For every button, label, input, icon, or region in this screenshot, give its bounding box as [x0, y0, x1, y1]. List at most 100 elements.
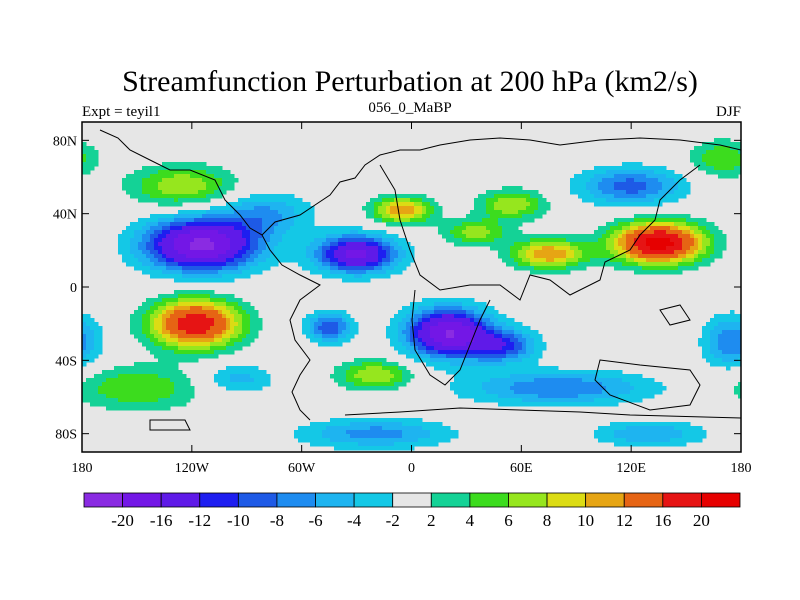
field-cell	[322, 226, 327, 231]
field-cell	[242, 386, 247, 391]
field-cell	[454, 386, 459, 391]
field-cell	[650, 254, 655, 259]
field-cell	[506, 398, 511, 403]
field-cell	[130, 398, 135, 403]
field-cell	[494, 378, 499, 383]
field-cell	[626, 262, 631, 267]
field-cell	[662, 222, 667, 227]
field-cell	[154, 326, 159, 331]
field-cell	[198, 250, 203, 255]
field-cell	[230, 222, 235, 227]
field-cell	[386, 374, 391, 379]
field-cell	[194, 194, 199, 199]
field-cell	[710, 258, 715, 263]
field-cell	[158, 242, 163, 247]
field-cell	[638, 198, 643, 203]
field-cell	[718, 158, 723, 163]
field-cell	[286, 234, 291, 239]
field-cell	[682, 258, 687, 263]
field-cell	[174, 382, 179, 387]
field-cell	[150, 310, 155, 315]
field-cell	[614, 258, 619, 263]
field-cell	[186, 238, 191, 243]
field-cell	[214, 214, 219, 219]
field-cell	[110, 406, 115, 411]
field-cell	[670, 242, 675, 247]
field-cell	[590, 262, 595, 267]
field-cell	[526, 378, 531, 383]
field-cell	[486, 350, 491, 355]
field-cell	[542, 370, 547, 375]
field-cell	[498, 190, 503, 195]
field-cell	[542, 386, 547, 391]
field-cell	[678, 254, 683, 259]
field-cell	[134, 382, 139, 387]
field-cell	[194, 198, 199, 203]
field-cell	[314, 270, 319, 275]
field-cell	[438, 330, 443, 335]
field-cell	[306, 206, 311, 211]
field-cell	[610, 374, 615, 379]
field-cell	[170, 226, 175, 231]
field-cell	[282, 194, 287, 199]
field-cell	[230, 330, 235, 335]
field-cell	[638, 386, 643, 391]
field-cell	[450, 218, 455, 223]
field-cell	[282, 206, 287, 211]
field-cell	[646, 166, 651, 171]
field-cell	[246, 314, 251, 319]
field-cell	[542, 198, 547, 203]
field-cell	[118, 386, 123, 391]
field-cell	[134, 238, 139, 243]
field-cell	[190, 222, 195, 227]
field-cell	[630, 174, 635, 179]
field-cell	[506, 246, 511, 251]
field-cell	[458, 374, 463, 379]
field-cell	[286, 230, 291, 235]
field-cell	[206, 346, 211, 351]
field-cell	[330, 266, 335, 271]
field-cell	[602, 378, 607, 383]
field-cell	[178, 178, 183, 183]
field-cell	[162, 242, 167, 247]
field-cell	[234, 246, 239, 251]
field-cell	[482, 226, 487, 231]
field-cell	[466, 390, 471, 395]
field-cell	[350, 242, 355, 247]
field-cell	[642, 190, 647, 195]
field-cell	[534, 194, 539, 199]
field-cell	[382, 234, 387, 239]
field-cell	[170, 314, 175, 319]
field-cell	[246, 198, 251, 203]
field-cell	[506, 202, 511, 207]
field-cell	[314, 246, 319, 251]
field-cell	[342, 278, 347, 283]
field-cell	[610, 174, 615, 179]
field-cell	[466, 334, 471, 339]
field-cell	[178, 186, 183, 191]
field-cell	[150, 406, 155, 411]
field-cell	[306, 238, 311, 243]
field-cell	[378, 202, 383, 207]
field-cell	[402, 374, 407, 379]
field-cell	[254, 314, 259, 319]
field-cell	[502, 186, 507, 191]
field-cell	[730, 318, 735, 323]
field-cell	[114, 370, 119, 375]
field-cell	[602, 250, 607, 255]
field-cell	[602, 174, 607, 179]
field-cell	[250, 246, 255, 251]
field-cell	[122, 370, 127, 375]
field-cell	[390, 258, 395, 263]
field-cell	[114, 390, 119, 395]
field-cell	[250, 262, 255, 267]
field-cell	[178, 242, 183, 247]
field-cell	[418, 330, 423, 335]
field-cell	[498, 374, 503, 379]
field-cell	[550, 370, 555, 375]
field-cell	[190, 310, 195, 315]
field-cell	[462, 346, 467, 351]
field-cell	[718, 362, 723, 367]
field-cell	[702, 142, 707, 147]
field-cell	[362, 274, 367, 279]
